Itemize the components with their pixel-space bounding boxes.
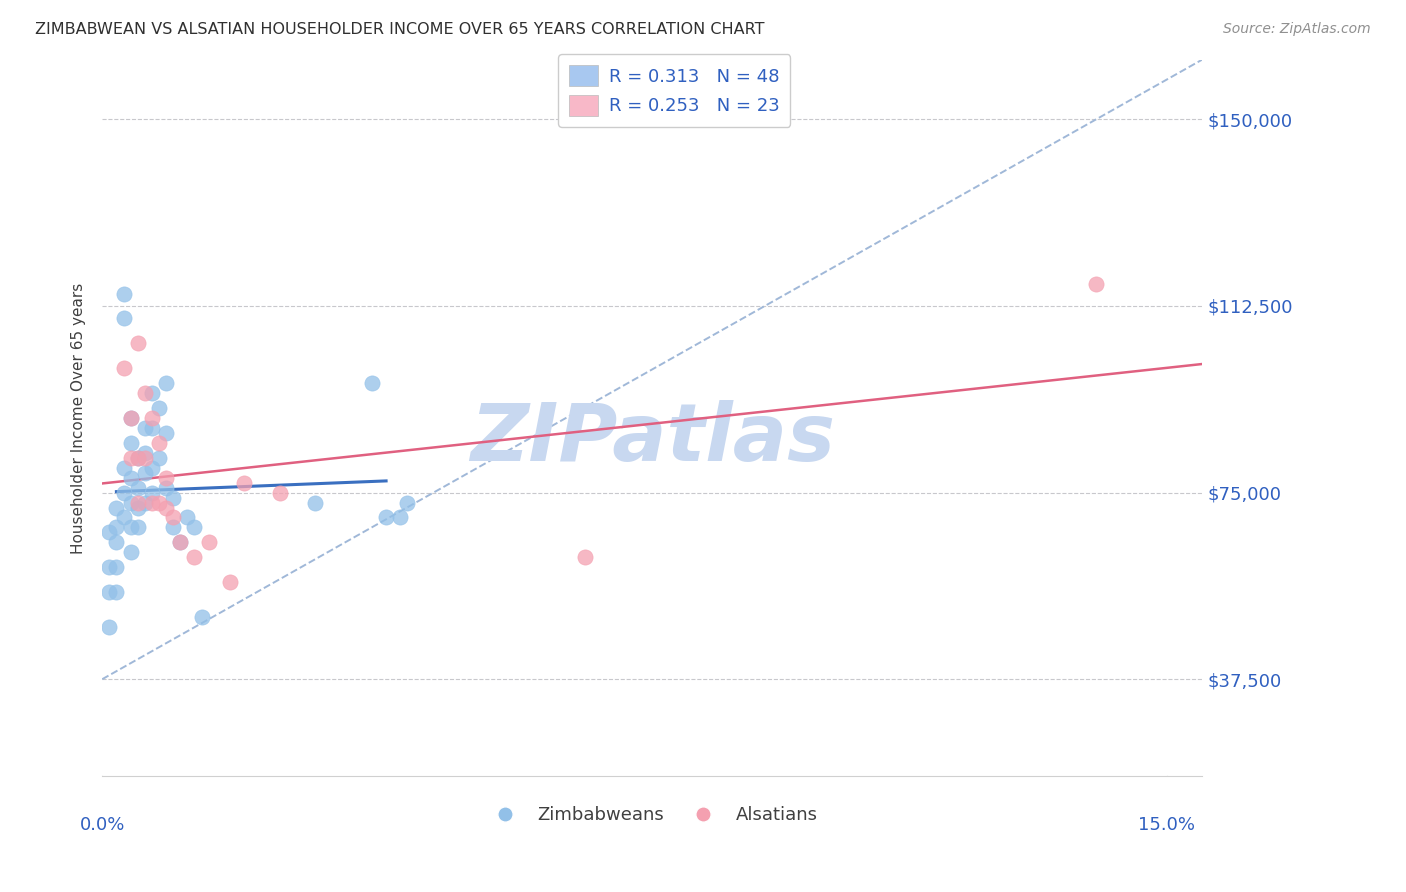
- Text: Source: ZipAtlas.com: Source: ZipAtlas.com: [1223, 22, 1371, 37]
- Point: [98, 525, 121, 540]
- Point: [105, 585, 128, 599]
- Point: [120, 450, 142, 465]
- Point: [155, 425, 177, 440]
- Point: [120, 470, 142, 484]
- Point: [120, 411, 142, 425]
- Point: [98, 620, 121, 634]
- Point: [141, 485, 163, 500]
- Point: [148, 495, 170, 509]
- Point: [375, 510, 398, 524]
- Point: [120, 435, 142, 450]
- Point: [112, 286, 135, 301]
- Point: [127, 450, 149, 465]
- Point: [197, 535, 219, 549]
- Point: [361, 376, 384, 390]
- Point: [162, 510, 184, 524]
- Point: [112, 485, 135, 500]
- Point: [190, 610, 212, 624]
- Point: [120, 520, 142, 534]
- Point: [120, 545, 142, 559]
- Point: [134, 466, 156, 480]
- Text: ZIMBABWEAN VS ALSATIAN HOUSEHOLDER INCOME OVER 65 YEARS CORRELATION CHART: ZIMBABWEAN VS ALSATIAN HOUSEHOLDER INCOM…: [35, 22, 765, 37]
- Point: [112, 460, 135, 475]
- Point: [127, 500, 149, 515]
- Point: [98, 560, 121, 574]
- Point: [183, 550, 205, 565]
- Point: [112, 510, 135, 524]
- Point: [155, 376, 177, 390]
- Point: [304, 495, 326, 509]
- Point: [155, 470, 177, 484]
- Point: [148, 401, 170, 415]
- Point: [176, 510, 198, 524]
- Point: [134, 386, 156, 401]
- Point: [141, 411, 163, 425]
- Point: [105, 535, 128, 549]
- Point: [105, 520, 128, 534]
- Point: [169, 535, 191, 549]
- Legend: Zimbabweans, Alsatians: Zimbabweans, Alsatians: [479, 799, 825, 831]
- Text: 15.0%: 15.0%: [1139, 816, 1195, 834]
- Point: [269, 485, 291, 500]
- Point: [141, 495, 163, 509]
- Point: [233, 475, 256, 490]
- Point: [112, 361, 135, 376]
- Text: ZIPatlas: ZIPatlas: [470, 401, 835, 478]
- Point: [141, 421, 163, 435]
- Point: [112, 311, 135, 326]
- Point: [127, 520, 149, 534]
- Point: [134, 495, 156, 509]
- Point: [162, 491, 184, 505]
- Point: [98, 585, 121, 599]
- Text: 0.0%: 0.0%: [80, 816, 125, 834]
- Point: [141, 386, 163, 401]
- Point: [162, 520, 184, 534]
- Point: [1084, 277, 1107, 291]
- Point: [127, 336, 149, 351]
- Point: [127, 481, 149, 495]
- Point: [141, 460, 163, 475]
- Point: [219, 575, 242, 590]
- Point: [120, 495, 142, 509]
- Point: [148, 435, 170, 450]
- Point: [127, 450, 149, 465]
- Point: [127, 495, 149, 509]
- Point: [389, 510, 412, 524]
- Point: [148, 450, 170, 465]
- Point: [155, 481, 177, 495]
- Point: [134, 450, 156, 465]
- Point: [396, 495, 419, 509]
- Point: [183, 520, 205, 534]
- Point: [105, 560, 128, 574]
- Point: [169, 535, 191, 549]
- Y-axis label: Householder Income Over 65 years: Householder Income Over 65 years: [72, 282, 86, 554]
- Point: [134, 446, 156, 460]
- Point: [155, 500, 177, 515]
- Point: [120, 411, 142, 425]
- Point: [105, 500, 128, 515]
- Point: [574, 550, 596, 565]
- Point: [134, 421, 156, 435]
